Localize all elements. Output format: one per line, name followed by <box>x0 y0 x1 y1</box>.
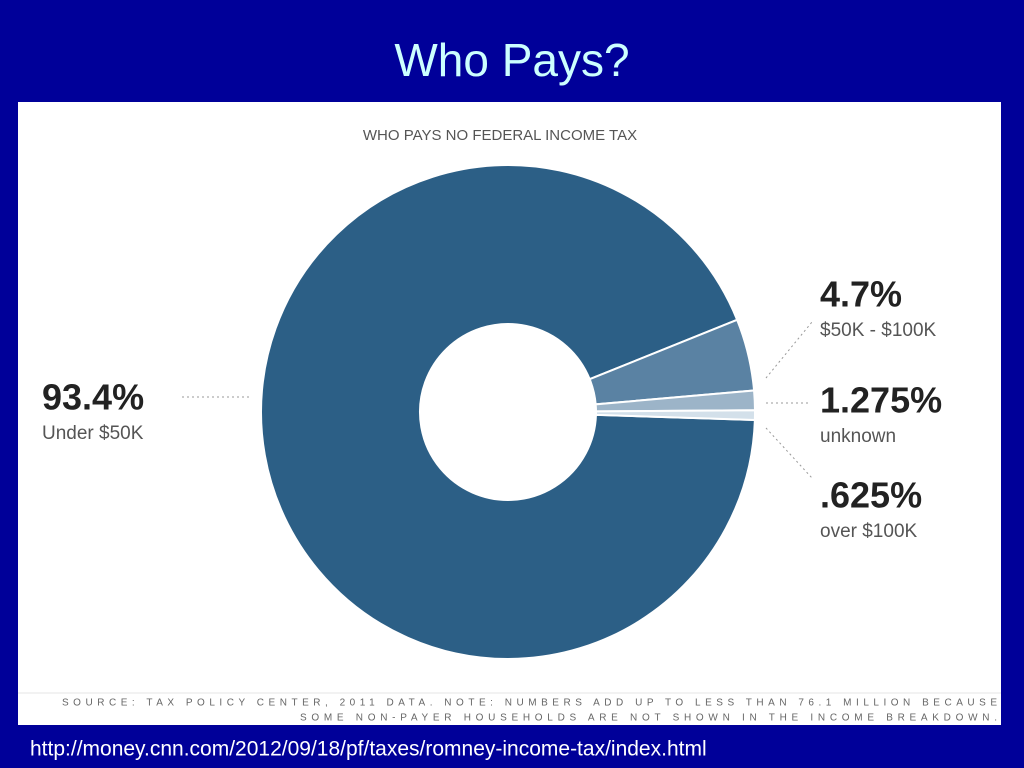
value-label: 93.4% <box>42 377 144 418</box>
source-note: SOURCE: TAX POLICY CENTER, 2011 DATA. NO… <box>62 698 997 709</box>
value-label: 1.275% <box>820 380 942 421</box>
category-label: unknown <box>820 426 896 447</box>
value-label: 4.7% <box>820 274 902 315</box>
value-label: .625% <box>820 475 922 516</box>
slide-title: Who Pays? <box>394 34 629 86</box>
category-label: $50K - $100K <box>820 320 937 341</box>
slice <box>594 409 756 422</box>
url[interactable]: http://money.cnn.com/2012/09/18/pf/taxes… <box>30 738 707 761</box>
category-label: over $100K <box>820 521 918 542</box>
chart-title: WHO PAYS NO FEDERAL INCOME TAX <box>363 127 637 144</box>
slice <box>260 164 756 660</box>
leaders <box>182 321 813 479</box>
category-label: Under $50K <box>42 423 144 444</box>
source-note: SOME NON-PAYER HOUSEHOLDS ARE NOT SHOWN … <box>300 713 997 724</box>
